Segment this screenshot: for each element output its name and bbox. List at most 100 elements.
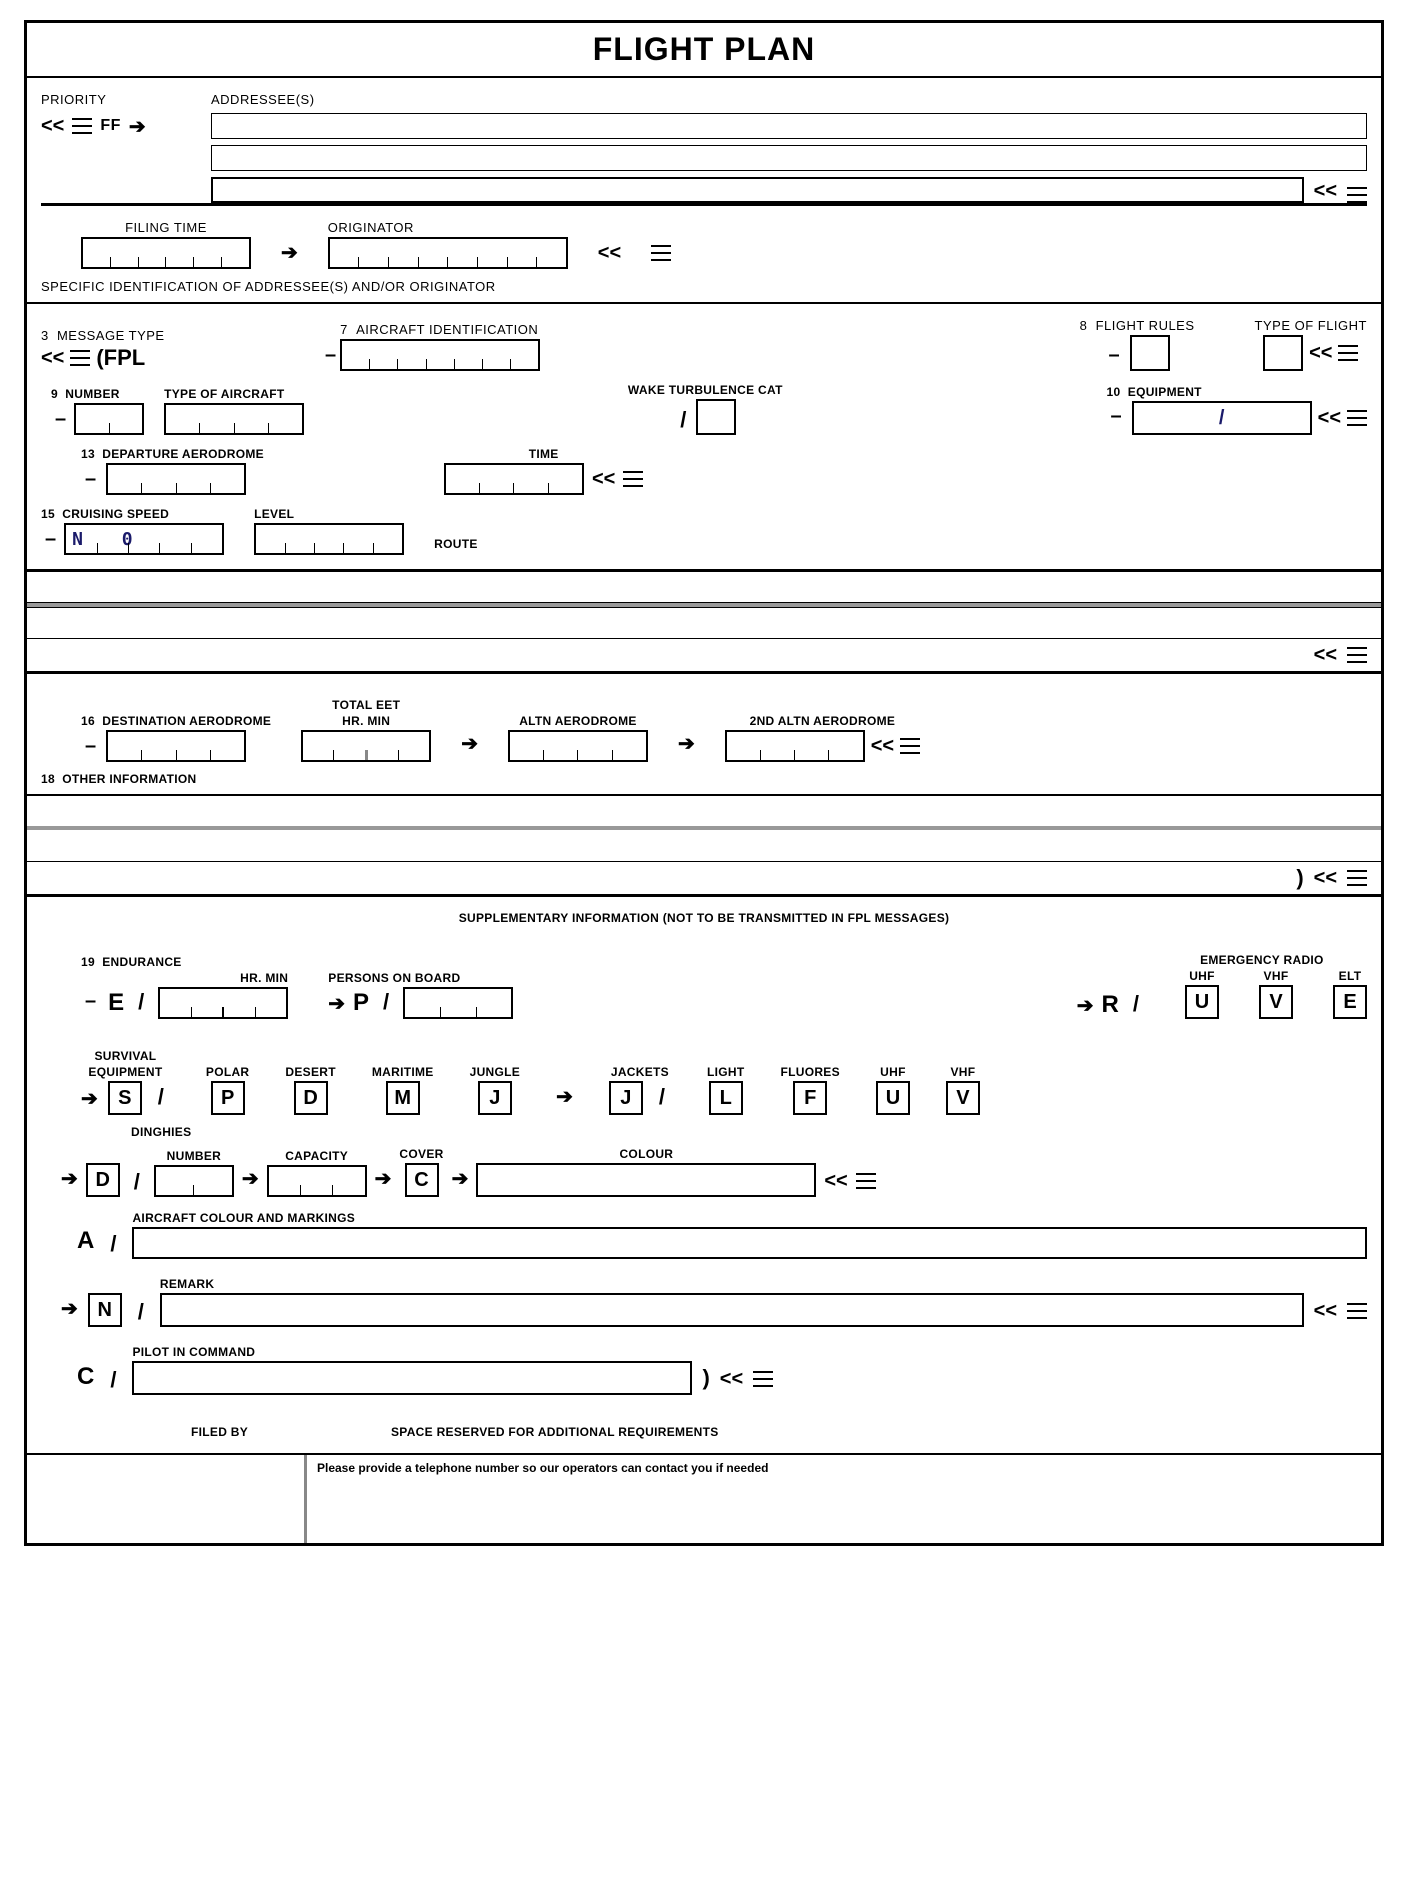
item18-num: 18 bbox=[41, 772, 55, 786]
slash-separator: / bbox=[152, 1084, 170, 1112]
addressee-line-2[interactable] bbox=[211, 145, 1367, 171]
cover-c-check[interactable]: C bbox=[405, 1163, 439, 1197]
item3-value: (FPL bbox=[96, 345, 145, 371]
item13-num: 13 bbox=[81, 447, 95, 461]
dash-separator: – bbox=[51, 408, 70, 435]
item8-label: FLIGHT RULES bbox=[1096, 318, 1195, 333]
hamburger-icon bbox=[1347, 1303, 1367, 1319]
item7-num: 7 bbox=[340, 322, 348, 337]
item9-num: 9 bbox=[51, 387, 58, 401]
arrow-right-icon: ➔ bbox=[452, 1166, 469, 1197]
originator-input[interactable] bbox=[328, 237, 568, 269]
items-3-to-18-section: 3 MESSAGE TYPE << (FPL – 7 AIRCRAFT IDEN… bbox=[27, 304, 1381, 571]
remark-n[interactable]: N bbox=[88, 1293, 122, 1327]
level-input[interactable] bbox=[254, 523, 404, 555]
desert-check[interactable]: D bbox=[294, 1081, 328, 1115]
wake-label: WAKE TURBULENCE CAT bbox=[628, 383, 783, 397]
altn-label: ALTN AERODROME bbox=[519, 714, 637, 728]
arrow-right-icon: ➔ bbox=[1077, 993, 1094, 1018]
filed-by-area[interactable] bbox=[27, 1455, 307, 1543]
polar-check[interactable]: P bbox=[211, 1081, 245, 1115]
supplementary-section: 19 ENDURANCE HR. MIN – E / PERSONS ON BO… bbox=[27, 939, 1381, 1453]
cruising-speed-input[interactable] bbox=[64, 523, 224, 555]
time-input[interactable] bbox=[444, 463, 584, 495]
hamburger-icon bbox=[753, 1371, 773, 1387]
endurance-input[interactable] bbox=[158, 987, 288, 1019]
jackets-check[interactable]: J bbox=[609, 1081, 643, 1115]
colour-input[interactable] bbox=[476, 1163, 816, 1197]
close-angle-icon: << bbox=[1314, 644, 1337, 667]
departure-aerodrome-input[interactable] bbox=[106, 463, 246, 495]
close-angle-icon: << bbox=[1314, 1300, 1337, 1327]
item3-label: MESSAGE TYPE bbox=[57, 328, 165, 343]
dinghies-number-input[interactable] bbox=[154, 1165, 234, 1197]
jungle-check[interactable]: J bbox=[478, 1081, 512, 1115]
close-paren: ) bbox=[1296, 865, 1303, 891]
dash-separator: – bbox=[81, 990, 100, 1017]
total-eet-input[interactable] bbox=[301, 730, 431, 762]
persons-input[interactable] bbox=[403, 987, 513, 1019]
endurance-e: E bbox=[108, 989, 124, 1017]
altn2-aerodrome-input[interactable] bbox=[725, 730, 865, 762]
dinghies-label: DINGHIES bbox=[131, 1125, 1367, 1139]
supplementary-header: SUPPLEMENTARY INFORMATION (NOT TO BE TRA… bbox=[27, 897, 1381, 939]
filing-time-input[interactable] bbox=[81, 237, 251, 269]
slash-separator: / bbox=[104, 1231, 122, 1259]
other-info-area[interactable]: ) << bbox=[27, 794, 1381, 897]
type-of-flight-input[interactable] bbox=[1263, 335, 1303, 371]
destination-aerodrome-input[interactable] bbox=[106, 730, 246, 762]
uhf-j-check[interactable]: U bbox=[876, 1081, 910, 1115]
close-angle-icon: << bbox=[1314, 867, 1337, 890]
light-check[interactable]: L bbox=[709, 1081, 743, 1115]
close-angle-icon: << bbox=[1318, 407, 1341, 430]
hamburger-icon bbox=[1347, 187, 1367, 203]
dinghies-d[interactable]: D bbox=[86, 1163, 120, 1197]
fluores-check[interactable]: F bbox=[793, 1081, 827, 1115]
specific-id-label: SPECIFIC IDENTIFICATION OF ADDRESSEE(S) … bbox=[41, 279, 1367, 294]
vhf-check[interactable]: V bbox=[1259, 985, 1293, 1019]
arrow-right-icon: ➔ bbox=[678, 731, 695, 762]
addressee-line-3[interactable] bbox=[211, 177, 1304, 203]
altn-aerodrome-input[interactable] bbox=[508, 730, 648, 762]
remark-label: REMARK bbox=[160, 1277, 1304, 1291]
number-input[interactable] bbox=[74, 403, 144, 435]
route-area[interactable]: << bbox=[27, 571, 1381, 674]
item9-label: NUMBER bbox=[65, 387, 119, 401]
aircraft-colour-label: AIRCRAFT COLOUR AND MARKINGS bbox=[132, 1211, 1367, 1225]
route-label: ROUTE bbox=[434, 537, 1367, 551]
aircraft-id-input[interactable] bbox=[340, 339, 540, 371]
arrow-right-icon: ➔ bbox=[61, 1296, 78, 1327]
maritime-label: MARITIME bbox=[372, 1065, 434, 1079]
flight-rules-input[interactable] bbox=[1130, 335, 1170, 371]
item19-num: 19 bbox=[81, 955, 95, 969]
close-angle-icon: << bbox=[871, 735, 894, 758]
additional-requirements-area[interactable]: Please provide a telephone number so our… bbox=[307, 1455, 1381, 1543]
item10-label: EQUIPMENT bbox=[1128, 385, 1202, 399]
remark-input[interactable] bbox=[160, 1293, 1304, 1327]
type-of-aircraft-input[interactable] bbox=[164, 403, 304, 435]
slash-separator: / bbox=[128, 1169, 146, 1197]
persons-p: P bbox=[353, 989, 369, 1017]
slash-separator: / bbox=[653, 1084, 671, 1112]
maritime-check[interactable]: M bbox=[386, 1081, 420, 1115]
survival-label: SURVIVAL bbox=[94, 1049, 156, 1063]
arrow-right-icon: ➔ bbox=[242, 1166, 259, 1197]
radio-r: R bbox=[1102, 991, 1119, 1019]
time-label: TIME bbox=[444, 447, 643, 461]
survival-s-check[interactable]: S bbox=[108, 1081, 142, 1115]
desert-label: DESERT bbox=[285, 1065, 335, 1079]
colour-label: COLOUR bbox=[619, 1147, 673, 1161]
pic-input[interactable] bbox=[132, 1361, 692, 1395]
uhf-check[interactable]: U bbox=[1185, 985, 1219, 1019]
vhf-label: VHF bbox=[1264, 969, 1289, 983]
wake-input[interactable] bbox=[696, 399, 736, 435]
elt-check[interactable]: E bbox=[1333, 985, 1367, 1019]
vhf-j-check[interactable]: V bbox=[946, 1081, 980, 1115]
dinghies-capacity-input[interactable] bbox=[267, 1165, 367, 1197]
open-angle-icon: << bbox=[41, 347, 64, 370]
arrow-right-icon: ➔ bbox=[281, 240, 298, 269]
item10-num: 10 bbox=[1107, 385, 1121, 399]
addressee-line-1[interactable] bbox=[211, 113, 1367, 139]
aircraft-colour-input[interactable] bbox=[132, 1227, 1367, 1259]
equipment-input[interactable]: / bbox=[1132, 401, 1312, 435]
